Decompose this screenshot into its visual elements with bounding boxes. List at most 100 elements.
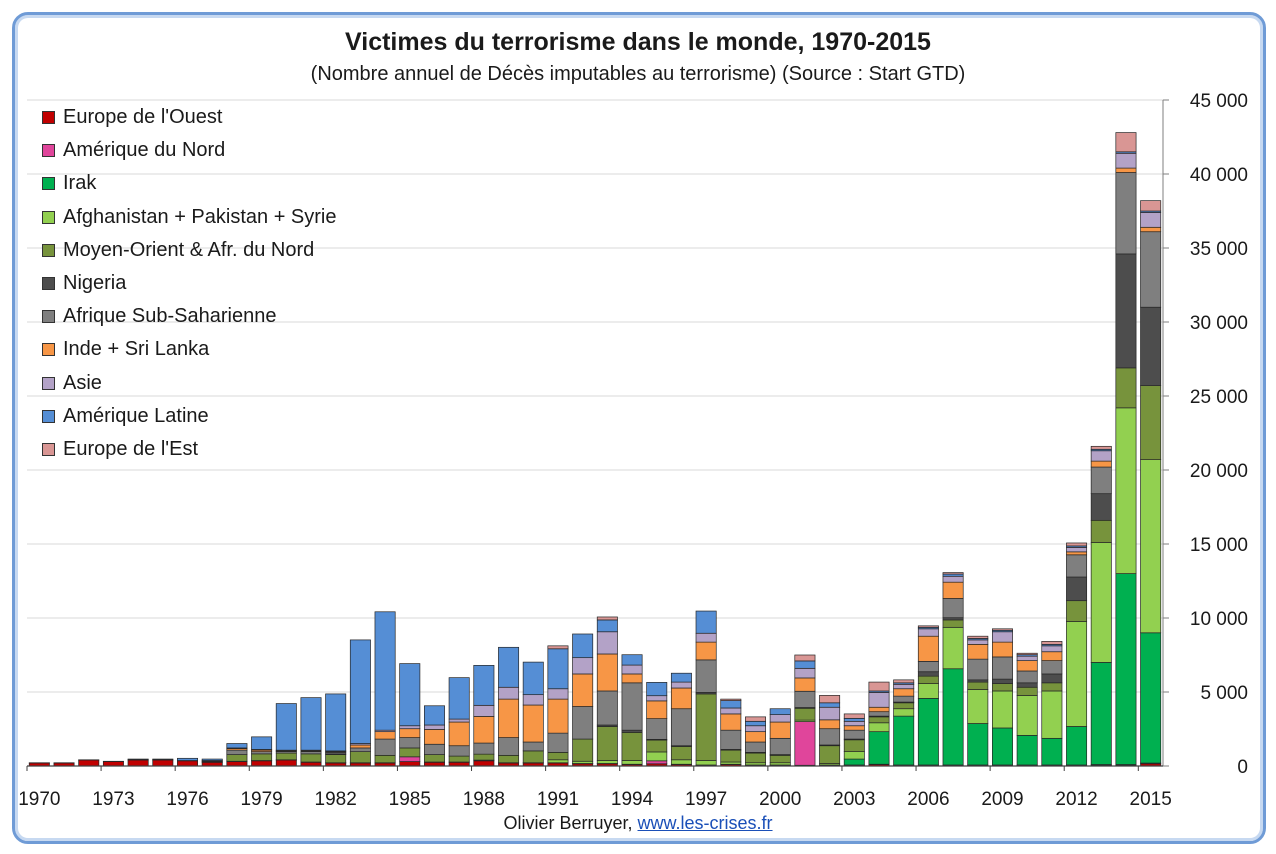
bar-segment (942, 626, 964, 670)
y-tick-label: 40 000 (1190, 165, 1248, 186)
bar-segment (745, 741, 766, 753)
bar-segment (720, 713, 742, 731)
bar-segment (424, 754, 445, 763)
bar-segment (843, 758, 865, 766)
y-tick-label: 45 000 (1190, 91, 1248, 112)
bar-segment (942, 619, 964, 628)
bar-segment (695, 760, 717, 766)
bar-segment (399, 747, 421, 758)
y-tick-label: 20 000 (1190, 461, 1248, 482)
bar-segment (399, 756, 421, 762)
bar-segment (399, 728, 421, 738)
bar-segment (868, 711, 890, 717)
x-tick-label: 2006 (907, 789, 949, 810)
bar-segment (547, 759, 569, 764)
bar-segment (720, 707, 742, 715)
legend-item: Moyen-Orient & Afr. du Nord (42, 234, 337, 267)
bar-segment (967, 643, 989, 660)
bar-segment (251, 753, 273, 761)
bar-segment (720, 729, 742, 750)
x-tick-label: 2003 (833, 789, 875, 810)
legend-swatch (42, 177, 55, 191)
bar-segment (769, 708, 791, 715)
legend-swatch (42, 210, 55, 224)
bar-segment (992, 656, 1013, 680)
bar-segment (226, 749, 248, 755)
legend-item: Amérique Latine (42, 400, 337, 433)
bar-segment (819, 728, 841, 746)
bar-segment (843, 729, 865, 740)
bar-segment (745, 725, 766, 733)
bar-segment (917, 683, 939, 699)
legend-item: Europe de l'Est (42, 433, 337, 466)
bar-segment (325, 754, 347, 764)
bar-segment (1115, 167, 1137, 173)
bar-segment (399, 761, 421, 767)
bar-segment (769, 721, 791, 739)
bar-segment (1140, 231, 1162, 308)
bar-segment (917, 671, 939, 677)
bar-segment (1090, 466, 1112, 495)
bar-segment (1066, 551, 1088, 556)
bar-segment (1016, 652, 1038, 656)
x-tick-label: 2009 (981, 789, 1023, 810)
bar-segment (942, 668, 964, 766)
bar-segment (522, 661, 544, 696)
bar-segment (547, 698, 569, 734)
bar-segment (992, 727, 1013, 766)
legend-item: Irak (42, 167, 337, 200)
legend-label: Afghanistan + Pakistan + Syrie (63, 205, 337, 228)
bar-segment (1115, 253, 1137, 369)
bar-segment (596, 616, 618, 621)
bar-segment (1041, 682, 1063, 692)
bar-segment (1115, 573, 1137, 765)
legend-swatch (42, 376, 55, 390)
bar-segment (522, 704, 544, 743)
bar-segment (596, 619, 618, 633)
bar-segment (1066, 547, 1088, 553)
bar-segment (547, 732, 569, 753)
bar-segment (843, 725, 865, 731)
bar-segment (794, 667, 816, 679)
bar-segment (942, 581, 964, 599)
bar-segment (646, 700, 668, 719)
bar-segment (374, 754, 396, 764)
legend-swatch (42, 442, 55, 456)
bar-segment (967, 635, 989, 639)
bar-segment (893, 715, 915, 766)
bar-segment (745, 731, 766, 743)
bar-segment (547, 648, 569, 690)
credit-line: Olivier Berruyer, www.les-crises.fr (0, 813, 1276, 834)
bar-segment (275, 703, 297, 751)
bar-segment (448, 677, 470, 720)
bar-segment (596, 653, 618, 692)
legend-item: Europe de l'Ouest (42, 101, 337, 134)
bar-segment (621, 654, 643, 666)
bar-segment (448, 755, 470, 763)
bar-segment (1090, 493, 1112, 521)
bar-segment (498, 698, 520, 738)
x-tick-label: 2015 (1130, 789, 1172, 810)
bar-segment (1041, 673, 1063, 684)
bar-segment (646, 718, 668, 740)
bar-segment (670, 681, 692, 689)
bar-segment (1016, 695, 1038, 736)
bar-segment (695, 632, 717, 643)
bar-segment (473, 665, 495, 706)
credit-link[interactable]: www.les-crises.fr (637, 813, 773, 833)
bar-segment (868, 706, 890, 713)
bar-segment (572, 633, 594, 659)
bar-segment (942, 598, 964, 619)
bar-segment (769, 737, 791, 755)
bar-segment (572, 673, 594, 707)
legend-swatch (42, 243, 55, 257)
bar-segment (942, 575, 964, 583)
bar-segment (646, 751, 668, 762)
y-tick-label: 10 000 (1190, 609, 1248, 630)
bar-segment (769, 714, 791, 723)
bar-segment (868, 716, 890, 724)
bar-segment (226, 743, 248, 749)
bar-segment (646, 682, 668, 697)
bar-segment (1066, 554, 1088, 578)
bar-segment (794, 690, 816, 708)
